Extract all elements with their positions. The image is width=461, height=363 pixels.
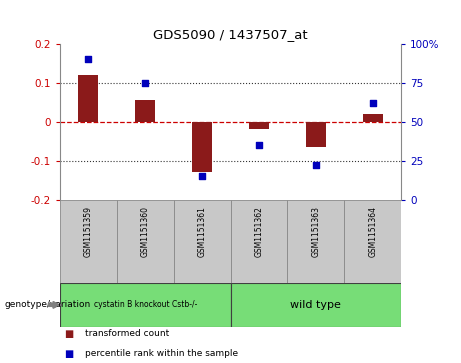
Point xyxy=(255,142,263,148)
Text: GSM1151364: GSM1151364 xyxy=(368,206,377,257)
Bar xyxy=(60,200,117,283)
Point xyxy=(312,162,319,168)
Bar xyxy=(117,200,174,283)
Text: genotype/variation: genotype/variation xyxy=(5,301,91,309)
Bar xyxy=(135,100,155,122)
Bar xyxy=(230,283,401,327)
Bar xyxy=(344,200,401,283)
Text: ■: ■ xyxy=(65,329,74,339)
Text: GSM1151359: GSM1151359 xyxy=(84,206,93,257)
Text: ■: ■ xyxy=(65,349,74,359)
Text: GSM1151360: GSM1151360 xyxy=(141,206,150,257)
Bar xyxy=(78,75,98,122)
Text: GSM1151363: GSM1151363 xyxy=(311,206,320,257)
Bar xyxy=(249,122,269,129)
Text: percentile rank within the sample: percentile rank within the sample xyxy=(85,350,238,358)
Bar xyxy=(287,200,344,283)
Text: transformed count: transformed count xyxy=(85,330,170,338)
Bar xyxy=(192,122,212,172)
Point xyxy=(198,173,206,179)
Bar xyxy=(306,122,326,147)
Text: wild type: wild type xyxy=(290,300,341,310)
Title: GDS5090 / 1437507_at: GDS5090 / 1437507_at xyxy=(153,28,308,41)
Bar xyxy=(174,200,230,283)
Bar xyxy=(363,114,383,122)
Bar xyxy=(60,283,230,327)
Bar xyxy=(230,200,287,283)
Text: cystatin B knockout Cstb-/-: cystatin B knockout Cstb-/- xyxy=(94,301,197,309)
Text: GSM1151361: GSM1151361 xyxy=(198,206,207,257)
Text: GSM1151362: GSM1151362 xyxy=(254,206,263,257)
Point xyxy=(85,56,92,62)
Point xyxy=(369,100,376,106)
Point xyxy=(142,79,149,85)
